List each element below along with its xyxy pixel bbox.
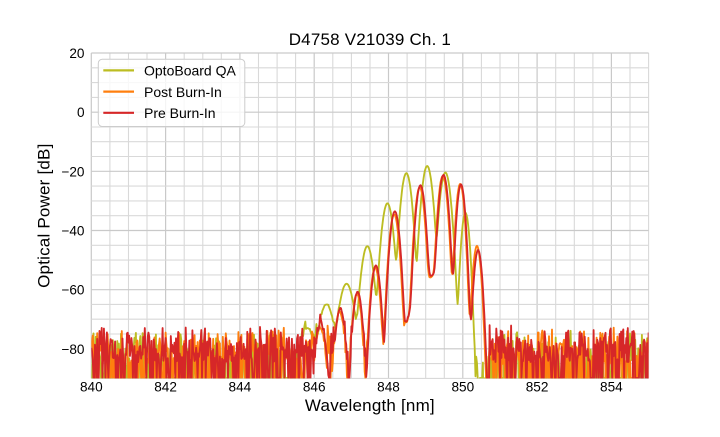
svg-text:852: 852 bbox=[526, 380, 549, 395]
svg-text:−60: −60 bbox=[61, 283, 84, 298]
svg-text:Wavelength [nm]: Wavelength [nm] bbox=[305, 396, 435, 415]
svg-text:850: 850 bbox=[451, 380, 474, 395]
svg-text:−80: −80 bbox=[61, 342, 84, 357]
svg-text:−40: −40 bbox=[61, 224, 84, 239]
svg-text:844: 844 bbox=[229, 380, 252, 395]
svg-text:0: 0 bbox=[77, 105, 85, 120]
svg-text:846: 846 bbox=[303, 380, 326, 395]
svg-text:854: 854 bbox=[600, 380, 623, 395]
svg-text:D4758 V21039 Ch. 1: D4758 V21039 Ch. 1 bbox=[289, 30, 451, 49]
svg-text:Pre Burn-In: Pre Burn-In bbox=[144, 105, 216, 121]
svg-text:848: 848 bbox=[377, 380, 400, 395]
svg-text:Optical Power [dB]: Optical Power [dB] bbox=[35, 144, 54, 288]
svg-text:840: 840 bbox=[80, 380, 103, 395]
svg-text:Post Burn-In: Post Burn-In bbox=[144, 84, 222, 100]
svg-text:OptoBoard QA: OptoBoard QA bbox=[144, 63, 236, 79]
svg-text:842: 842 bbox=[154, 380, 177, 395]
svg-text:20: 20 bbox=[69, 46, 85, 61]
svg-text:−20: −20 bbox=[61, 164, 84, 179]
